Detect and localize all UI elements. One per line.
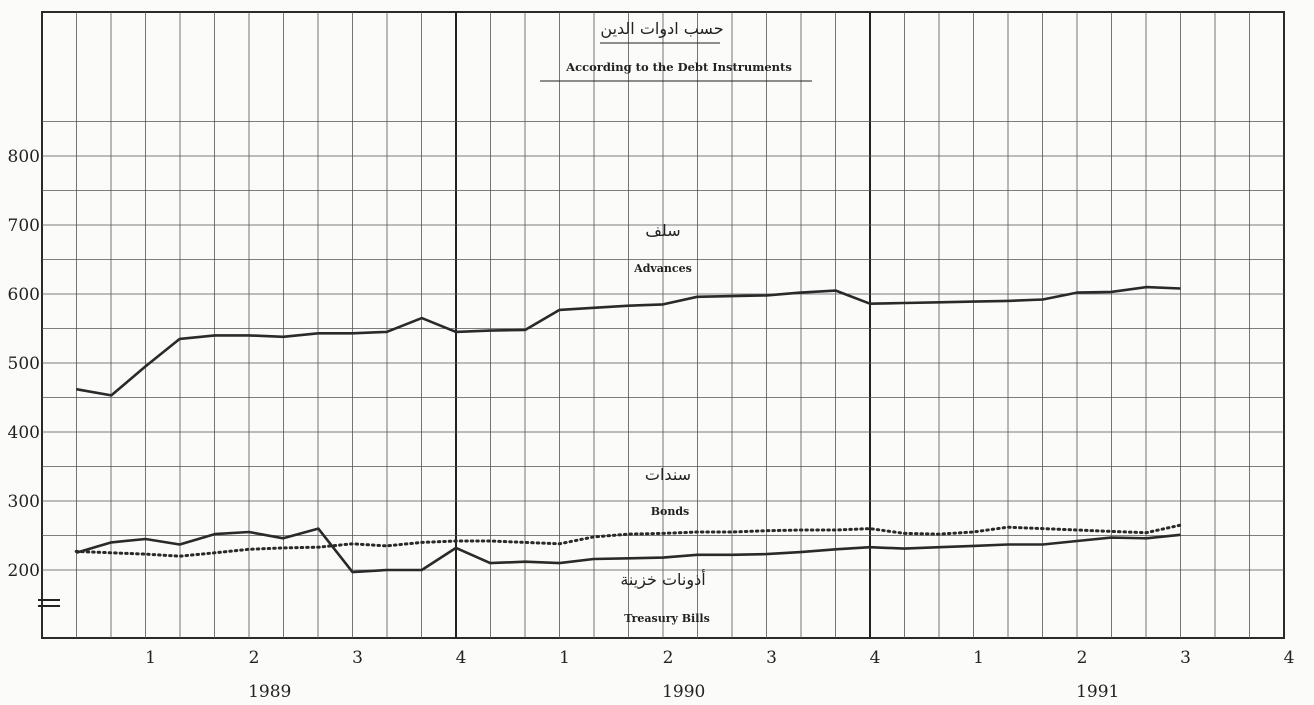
- x-tick-label: 3: [1180, 648, 1191, 668]
- year-labels: 1989 1990 1991: [248, 682, 1119, 702]
- series-line-advances: [75, 285, 1181, 397]
- x-tick-label: 2: [663, 648, 674, 668]
- x-tick-label: 3: [766, 648, 777, 668]
- x-tick-label: 4: [456, 648, 467, 668]
- year-label: 1991: [1076, 682, 1119, 702]
- advances-label-arabic: سلف: [645, 221, 680, 240]
- y-tick-label: 300: [8, 492, 40, 512]
- x-axis-ticks: 1 2 3 4 1 2 3 4 1 2 3 4: [145, 648, 1294, 668]
- x-tick-label: 4: [870, 648, 881, 668]
- treasury-bills-label-english: Treasury Bills: [624, 612, 710, 625]
- bonds-label-english: Bonds: [651, 505, 690, 518]
- x-tick-label: 1: [145, 648, 156, 668]
- y-tick-label: 500: [8, 354, 40, 374]
- chart-title-english: According to the Debt Instruments: [565, 60, 792, 74]
- y-tick-label: 400: [8, 423, 40, 443]
- x-tick-label: 1: [973, 648, 984, 668]
- y-tick-label: 600: [8, 285, 40, 305]
- series-lines: [74, 285, 1182, 574]
- y-axis-ticks: 200 300 400 500 600 700 800: [8, 147, 60, 607]
- x-tick-label: 2: [249, 648, 260, 668]
- series-line-treasury-bills: [75, 527, 1181, 574]
- y-tick-label: 200: [8, 561, 40, 581]
- chart-title-arabic: حسب ادوات الدين: [600, 19, 723, 39]
- year-label: 1990: [662, 682, 705, 702]
- bonds-label-arabic: سندات: [645, 465, 691, 484]
- y-tick-label: 800: [8, 147, 40, 167]
- series-line-bonds: [74, 523, 1182, 558]
- year-label: 1989: [248, 682, 291, 702]
- treasury-bills-label-arabic: أذونات خزينة: [620, 569, 705, 590]
- x-tick-label: 4: [1284, 648, 1295, 668]
- grid: [41, 11, 1285, 639]
- x-tick-label: 1: [559, 648, 570, 668]
- y-tick-label: 700: [8, 216, 40, 236]
- advances-label-english: Advances: [633, 262, 692, 275]
- x-tick-label: 3: [352, 648, 363, 668]
- x-tick-label: 2: [1077, 648, 1088, 668]
